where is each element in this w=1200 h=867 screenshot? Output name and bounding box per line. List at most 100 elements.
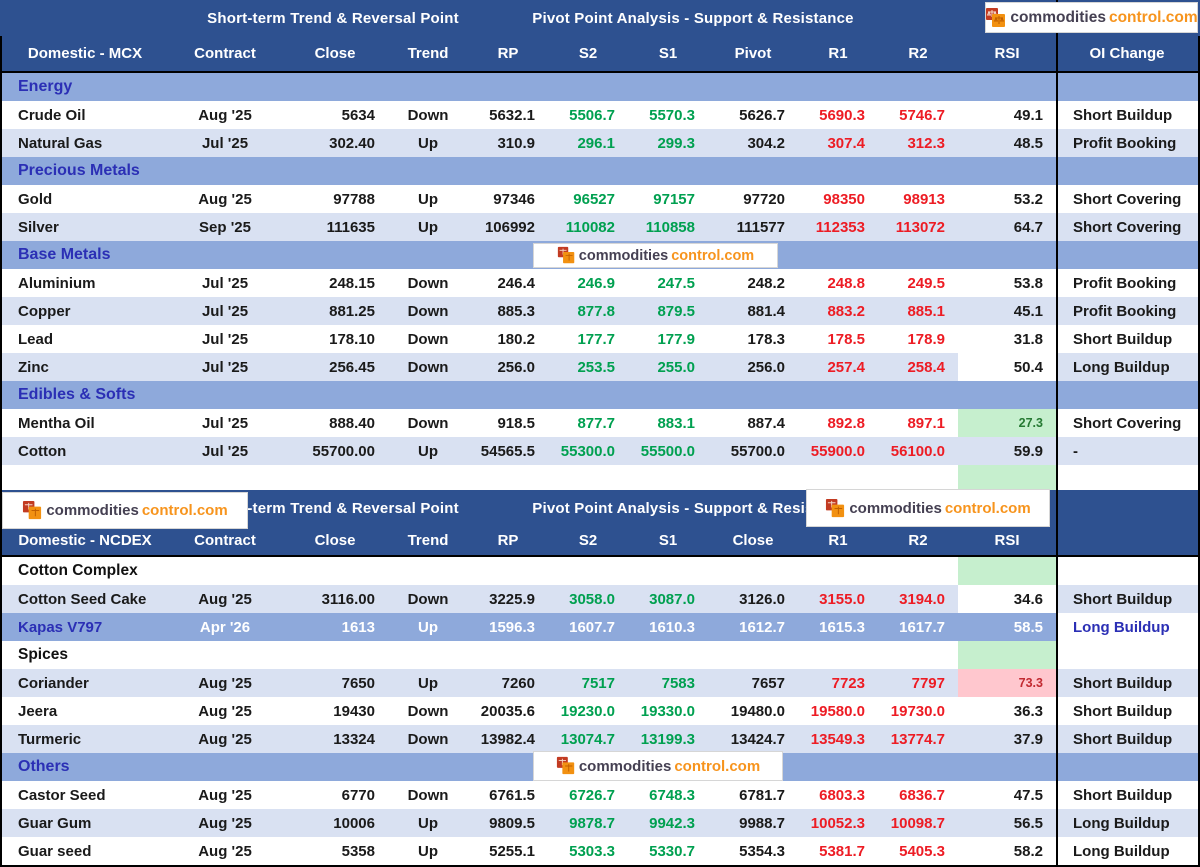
cell-trend: Down xyxy=(388,781,468,809)
cell-s2: 177.7 xyxy=(548,325,628,353)
cell-rp: 5255.1 xyxy=(468,837,548,865)
cell-s1: 879.5 xyxy=(628,297,708,325)
cell-commodity: Natural Gas xyxy=(2,129,168,157)
logo-text-secondary: control.com xyxy=(141,502,228,519)
cell-commodity: Kapas V797 xyxy=(2,613,168,641)
cell-commodity: Copper xyxy=(2,297,168,325)
cell-trend: Down xyxy=(388,297,468,325)
cell-r1: 307.4 xyxy=(798,129,878,157)
cell-pivot: 111577 xyxy=(708,213,798,241)
header-r1: R1 xyxy=(828,532,848,549)
cell-oi-change: Profit Booking xyxy=(1056,297,1198,325)
cell-r1: 5381.7 xyxy=(798,837,878,865)
cell-close: 10006 xyxy=(282,809,388,837)
cell-rsi: 36.3 xyxy=(958,697,1056,725)
cell-oi-change: Long Buildup xyxy=(1056,613,1198,641)
cell-contract: Jul '25 xyxy=(168,325,282,353)
cell-close: 97788 xyxy=(282,185,388,213)
section-row: Cotton Complex xyxy=(0,557,1200,585)
cell-commodity: Guar Gum xyxy=(2,809,168,837)
logo-watermark-others: commodities control.com xyxy=(533,751,783,781)
cell-r2: 5405.3 xyxy=(878,837,958,865)
cell-r2: 10098.7 xyxy=(878,809,958,837)
cell-close: 6770 xyxy=(282,781,388,809)
cell-close: 7650 xyxy=(282,669,388,697)
cell-s1: 883.1 xyxy=(628,409,708,437)
cell-trend: Up xyxy=(388,185,468,213)
cell-contract: Aug '25 xyxy=(168,185,282,213)
cell-rp: 13982.4 xyxy=(468,725,548,753)
header-s2: S2 xyxy=(578,532,598,549)
cell-rsi: 58.5 xyxy=(958,613,1056,641)
cell-commodity: Castor Seed xyxy=(2,781,168,809)
cell-s2: 296.1 xyxy=(548,129,628,157)
cell-r1: 10052.3 xyxy=(798,809,878,837)
cell-s1: 110858 xyxy=(628,213,708,241)
cell-contract: Jul '25 xyxy=(168,129,282,157)
header-rp: RP xyxy=(497,45,519,62)
cell-close: 5634 xyxy=(282,101,388,129)
cell-trend: Up xyxy=(388,213,468,241)
ncdex-column-headers: Domestic - NCDEX Contract Close Trend RP S2 S1… xyxy=(0,526,1200,557)
cell-r1: 98350 xyxy=(798,185,878,213)
cell-rp: 885.3 xyxy=(468,297,548,325)
section-label: Base Metals xyxy=(2,241,958,269)
cell-close: 256.45 xyxy=(282,353,388,381)
spacer-rsi-cell xyxy=(958,465,1056,490)
section-row: Edibles & Softs xyxy=(0,381,1200,409)
section-oi-cell xyxy=(1056,241,1198,269)
section-rsi-cell xyxy=(958,557,1056,585)
cell-r2: 98913 xyxy=(878,185,958,213)
cell-r1: 883.2 xyxy=(798,297,878,325)
table-ncdex: Short-term Trend & Reversal Point Pivot … xyxy=(0,490,1200,865)
cell-rp: 1596.3 xyxy=(468,613,548,641)
cell-rp: 918.5 xyxy=(468,409,548,437)
cell-pivot: 97720 xyxy=(708,185,798,213)
cell-r1: 7723 xyxy=(798,669,878,697)
rsi-oi-divider-line xyxy=(1056,0,1058,867)
scales-logo-icon xyxy=(556,756,574,775)
cell-close: 248.15 xyxy=(282,269,388,297)
cell-contract: Aug '25 xyxy=(168,725,282,753)
logo-text-primary: commodities xyxy=(46,502,139,519)
cell-s2: 246.9 xyxy=(548,269,628,297)
cell-commodity: Crude Oil xyxy=(2,101,168,129)
cell-s2: 55300.0 xyxy=(548,437,628,465)
table-mcx: Short-term Trend & Reversal Point Pivot … xyxy=(0,0,1200,465)
cell-trend: Up xyxy=(388,129,468,157)
band-title-trend: Short-term Trend & Reversal Point xyxy=(207,9,459,27)
band-title-trend-2: Short-term Trend & Reversal Point xyxy=(207,499,459,517)
cell-pivot: 256.0 xyxy=(708,353,798,381)
section-rsi-cell xyxy=(958,73,1056,101)
cell-trend: Down xyxy=(388,409,468,437)
cell-close: 302.40 xyxy=(282,129,388,157)
cell-pivot: 5626.7 xyxy=(708,101,798,129)
cell-r2: 249.5 xyxy=(878,269,958,297)
cell-s1: 6748.3 xyxy=(628,781,708,809)
cell-close: 888.40 xyxy=(282,409,388,437)
bottom-border xyxy=(0,865,1200,867)
cell-commodity: Cotton xyxy=(2,437,168,465)
cell-pivot: 3126.0 xyxy=(708,585,798,613)
section-oi-cell xyxy=(1056,753,1198,781)
cell-commodity: Jeera xyxy=(2,697,168,725)
cell-contract: Aug '25 xyxy=(168,697,282,725)
cell-close: 13324 xyxy=(282,725,388,753)
band-title-pivot: Pivot Point Analysis - Support & Resista… xyxy=(532,9,854,27)
cell-oi-change: Long Buildup xyxy=(1056,837,1198,865)
right-border xyxy=(1198,36,1200,867)
cell-close: 1613 xyxy=(282,613,388,641)
cell-s2: 7517 xyxy=(548,669,628,697)
cell-s1: 13199.3 xyxy=(628,725,708,753)
cell-close: 881.25 xyxy=(282,297,388,325)
cell-rsi: 58.2 xyxy=(958,837,1056,865)
cell-s1: 5570.3 xyxy=(628,101,708,129)
cell-rsi: 31.8 xyxy=(958,325,1056,353)
cell-s2: 253.5 xyxy=(548,353,628,381)
cell-contract: Aug '25 xyxy=(168,809,282,837)
cell-oi-change: Profit Booking xyxy=(1056,269,1198,297)
section-label: Spices xyxy=(2,641,958,669)
cell-pivot: 178.3 xyxy=(708,325,798,353)
cell-trend: Down xyxy=(388,325,468,353)
